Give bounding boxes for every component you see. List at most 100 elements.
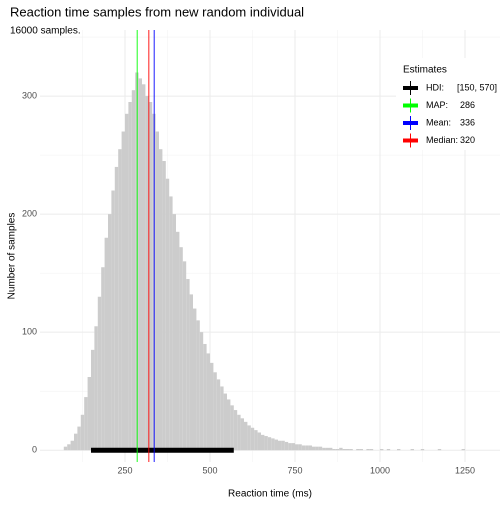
bar: [131, 90, 136, 451]
bar: [145, 96, 149, 451]
bar: [124, 113, 129, 451]
bar: [223, 393, 227, 451]
bar: [97, 296, 102, 451]
bar: [192, 308, 197, 451]
bar: [369, 449, 374, 451]
bar: [281, 440, 285, 451]
legend-value: 320: [460, 135, 475, 145]
bar: [461, 449, 465, 451]
bar: [359, 449, 363, 451]
bar: [379, 449, 384, 451]
x-tick-label: 750: [287, 465, 302, 475]
bar: [87, 377, 91, 451]
y-tick-label: 300: [22, 90, 37, 100]
bar: [77, 426, 81, 451]
legend-label: HDI:: [426, 82, 444, 92]
bar: [318, 446, 323, 451]
bar: [169, 196, 173, 451]
bar: [315, 446, 319, 451]
bar: [254, 430, 258, 451]
bar: [230, 405, 234, 451]
bar: [165, 178, 170, 451]
x-tick-label: 1250: [455, 465, 475, 475]
bar: [175, 231, 180, 451]
bar: [328, 447, 333, 451]
bar: [339, 447, 343, 451]
bar: [67, 444, 71, 451]
bar: [233, 410, 238, 451]
legend-value: [150, 570]: [457, 82, 497, 92]
bar: [199, 332, 204, 451]
bar: [189, 294, 193, 451]
bar: [70, 440, 74, 451]
bar: [284, 441, 289, 451]
bar: [226, 399, 231, 451]
bar: [182, 261, 187, 451]
legend-value: 336: [460, 117, 475, 127]
bar: [257, 432, 261, 451]
bar: [410, 449, 414, 451]
bar: [155, 131, 159, 451]
legend-label: MAP:: [426, 100, 448, 110]
bar: [158, 149, 163, 451]
bar: [196, 320, 200, 451]
bar: [437, 449, 442, 451]
bar: [288, 443, 292, 451]
bar: [243, 421, 248, 451]
bar: [308, 445, 312, 451]
bar: [206, 353, 210, 451]
legend-value: 286: [460, 100, 475, 110]
bar: [240, 418, 244, 451]
bar: [301, 445, 306, 451]
bar: [203, 343, 207, 451]
x-tick-label: 250: [117, 465, 132, 475]
bar: [366, 449, 370, 451]
bar: [162, 161, 166, 451]
legend-label: Median:: [426, 135, 458, 145]
chart-subtitle: 16000 samples.: [10, 26, 81, 37]
bar: [107, 214, 112, 451]
bar: [264, 436, 268, 451]
bar: [356, 449, 360, 451]
bar: [349, 449, 353, 451]
y-tick-label: 0: [32, 445, 37, 455]
bar: [186, 279, 190, 451]
bar: [101, 267, 105, 451]
bar: [118, 149, 122, 451]
bar: [114, 166, 119, 451]
bar: [267, 437, 272, 451]
bar: [80, 414, 85, 451]
bar: [179, 247, 183, 451]
bar: [277, 440, 282, 451]
bar: [209, 362, 214, 451]
bar: [247, 425, 251, 451]
bar: [220, 386, 224, 451]
bar: [291, 443, 295, 451]
bar: [325, 447, 329, 451]
legend-title: Estimates: [403, 65, 447, 76]
bar: [298, 444, 302, 451]
bar: [90, 349, 95, 451]
bar: [63, 446, 68, 451]
bar: [305, 445, 309, 451]
bar: [94, 326, 98, 451]
bar: [322, 447, 326, 451]
bar: [141, 84, 146, 451]
y-tick-label: 200: [22, 209, 37, 219]
x-tick-label: 1000: [370, 465, 390, 475]
bar: [250, 427, 255, 451]
bar: [84, 397, 88, 451]
bar: [213, 372, 217, 451]
bar: [332, 449, 336, 451]
bar: [104, 237, 108, 451]
legend-label: Mean:: [426, 117, 451, 127]
bar: [260, 434, 265, 451]
bar: [216, 379, 221, 451]
bar: [237, 414, 241, 451]
chart-title: Reaction time samples from new random in…: [10, 4, 304, 19]
y-tick-label: 100: [22, 327, 37, 337]
x-tick-label: 500: [202, 465, 217, 475]
bar: [148, 102, 153, 451]
bar: [345, 449, 350, 451]
